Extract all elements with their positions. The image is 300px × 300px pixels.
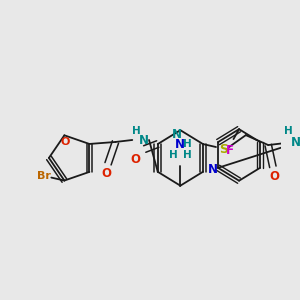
Text: N: N [139, 134, 148, 148]
Text: H: H [169, 150, 177, 160]
Text: N: N [172, 128, 182, 141]
Text: Br: Br [37, 171, 51, 181]
Text: O: O [130, 153, 140, 167]
Text: O: O [61, 137, 70, 147]
Text: O: O [270, 170, 280, 183]
Text: H: H [183, 150, 192, 160]
Text: O: O [101, 167, 111, 180]
Text: H: H [132, 126, 140, 136]
Text: S: S [219, 142, 228, 155]
Text: F: F [226, 145, 234, 158]
Text: H: H [183, 139, 192, 149]
Text: H: H [284, 126, 293, 136]
Text: N: N [291, 136, 300, 148]
Text: N: N [176, 138, 185, 151]
Text: N: N [208, 163, 218, 176]
